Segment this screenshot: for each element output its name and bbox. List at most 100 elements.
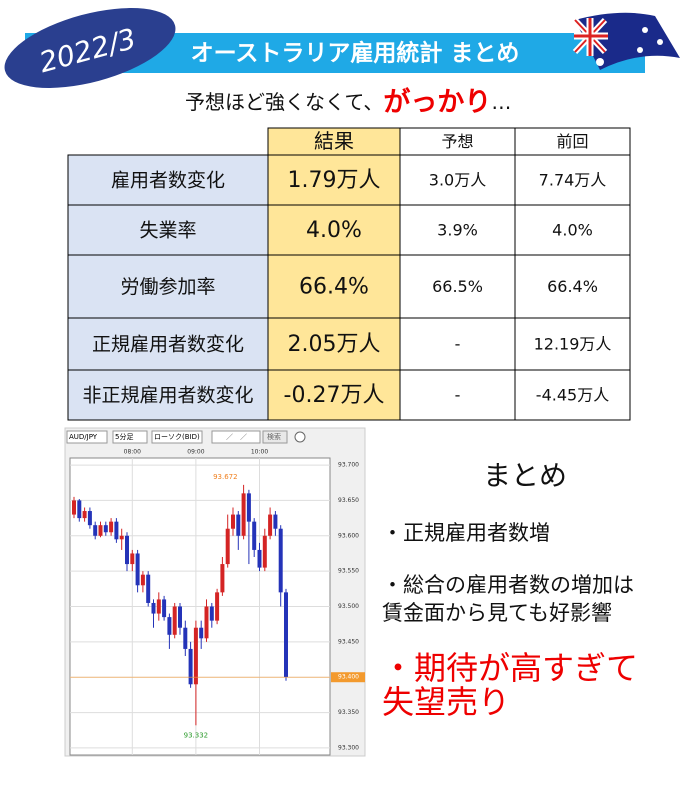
summary-point: ・総合の雇用者数の増加は xyxy=(382,573,634,597)
cell-text: 3.9% xyxy=(437,221,478,240)
candle-body xyxy=(167,617,172,635)
summary-emphasis: 失望売り xyxy=(382,683,510,721)
candle-body xyxy=(278,528,283,593)
candle-body xyxy=(119,535,124,540)
candle-body xyxy=(109,521,114,533)
search-button[interactable] xyxy=(262,430,288,444)
cell-text: -0.27万人 xyxy=(284,383,385,408)
candle-body xyxy=(284,592,288,678)
header-text: 予想 xyxy=(441,132,473,151)
cell xyxy=(67,369,269,421)
style: ローソク(BID) xyxy=(154,433,200,441)
row-label: 労働参加率 xyxy=(120,276,215,298)
header-text: 結果 xyxy=(314,129,354,153)
period: 5分足 xyxy=(115,432,133,441)
candle-body xyxy=(93,525,98,536)
cell-text: 66.4% xyxy=(547,277,598,296)
header-cell xyxy=(399,127,516,156)
candle-body xyxy=(225,528,230,565)
candle-body xyxy=(246,493,251,522)
cell-text: -4.45万人 xyxy=(536,386,609,405)
candle-body xyxy=(241,493,246,536)
candle-body xyxy=(130,553,135,565)
candle-body xyxy=(257,549,262,568)
candle-body xyxy=(209,606,214,621)
chart-screenshot: AUD/JPY 5分足 ローソク(BID) ／ ／ 検索 93.300 93.35… xyxy=(64,427,366,757)
header-cell xyxy=(514,127,631,156)
date-input[interactable] xyxy=(211,430,261,444)
cell xyxy=(267,369,401,421)
summary-point: ・正規雇用者数増 xyxy=(382,521,550,545)
cell xyxy=(399,204,516,256)
candle-body xyxy=(114,521,119,540)
x-tick-label: 09:00 xyxy=(187,449,204,456)
cell-text: 2.05万人 xyxy=(288,332,381,357)
low-label: 93.332 xyxy=(184,731,209,739)
current-box xyxy=(331,672,365,683)
search: 検索 xyxy=(267,432,281,441)
cell xyxy=(399,154,516,206)
title: オーストラリア雇用統計 まとめ xyxy=(191,40,520,67)
subtitle-emphasis: がっかり xyxy=(383,86,491,118)
date-badge xyxy=(4,8,176,88)
cell-text: 66.4% xyxy=(299,275,369,300)
cell-text: - xyxy=(455,386,461,405)
candle-body xyxy=(146,574,151,603)
candle-body xyxy=(125,535,129,565)
cell xyxy=(514,204,631,256)
candle-body xyxy=(268,514,273,536)
summary: まとめ ・正規雇用者数増・総合の雇用者数の増加は賃金面から見ても好影響・期待が高… xyxy=(382,459,638,721)
y-tick-label: 93.700 xyxy=(338,462,359,469)
cell xyxy=(514,254,631,319)
y-tick-label: 93.450 xyxy=(338,638,359,645)
subtitle-text: 予想ほど強くなくて、 xyxy=(185,90,383,114)
cell xyxy=(399,369,516,421)
cell xyxy=(67,317,269,371)
candle-body xyxy=(162,599,167,618)
candle-body xyxy=(87,511,92,526)
subtitle-text: … xyxy=(491,90,511,114)
row-label: 失業率 xyxy=(139,220,196,242)
cell xyxy=(399,254,516,319)
summary-heading: まとめ xyxy=(483,459,567,492)
cell xyxy=(399,317,516,371)
candle-body xyxy=(215,592,220,621)
cell xyxy=(514,369,631,421)
y-tick-label: 93.650 xyxy=(338,497,359,504)
candle-body xyxy=(172,606,177,635)
candle-body xyxy=(140,574,145,586)
summary-point: 賃金面から見ても好影響 xyxy=(382,601,612,625)
candles: 93.300 93.350 93.400 93.450 93.500 93.550 93.6… xyxy=(70,449,365,755)
candle-body xyxy=(151,602,156,614)
high-label: 93.672 xyxy=(213,473,238,481)
info-button[interactable] xyxy=(294,431,306,443)
flag xyxy=(572,12,680,70)
cell-text: 66.5% xyxy=(432,277,483,296)
row-label: 非正規雇用者数変化 xyxy=(82,385,253,407)
cell-text: 7.74万人 xyxy=(539,171,607,190)
period-select[interactable] xyxy=(112,430,148,444)
row-label: 正規雇用者数変化 xyxy=(92,334,244,356)
cell xyxy=(267,254,401,319)
summary-emphasis: ・期待が高すぎて xyxy=(382,649,638,687)
cell xyxy=(267,204,401,256)
candle-body xyxy=(262,535,267,568)
candle-body xyxy=(231,514,235,529)
candle-body xyxy=(156,599,161,614)
cell-text: 4.0% xyxy=(306,218,362,243)
cell xyxy=(514,154,631,206)
candle-body xyxy=(178,606,182,628)
candle-body xyxy=(82,511,87,519)
candle-body xyxy=(188,648,193,685)
cell-text: 1.79万人 xyxy=(288,168,381,193)
date-input-text: ／ ／ xyxy=(226,433,247,441)
current-label: 93.400 xyxy=(338,674,359,681)
cell-text: 12.19万人 xyxy=(534,335,612,354)
style-select[interactable] xyxy=(151,430,203,444)
pair-select[interactable] xyxy=(66,430,108,444)
candle-body xyxy=(236,514,241,536)
candle-body xyxy=(98,525,103,536)
candle-body xyxy=(135,553,140,586)
